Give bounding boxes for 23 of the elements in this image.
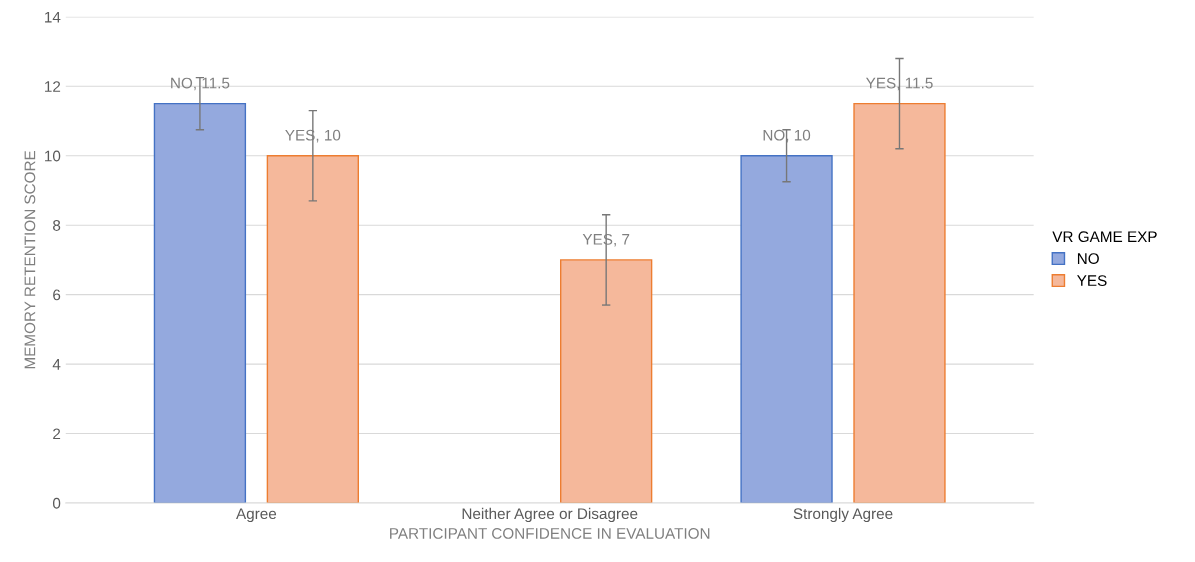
legend-label: YES	[1077, 275, 1107, 286]
y-axis-title: MEMORY RETENTION SCORE	[24, 150, 36, 369]
data-label: NO, 11.5	[171, 77, 230, 91]
bar	[740, 155, 833, 503]
y-tick-label: 10	[45, 150, 61, 162]
bar	[853, 102, 946, 503]
bar	[560, 259, 653, 503]
x-tick-label: Neither Agree or Disagree	[462, 507, 638, 523]
x-tick-label: Strongly Agree	[793, 507, 893, 523]
bar	[266, 155, 360, 503]
y-tick-label: 14	[45, 11, 61, 23]
y-tick-label: 6	[53, 289, 61, 301]
legend-title: VR GAME EXP	[1052, 231, 1157, 243]
x-tick-label: Agree	[236, 508, 277, 523]
x-axis-title: PARTICIPANT CONFIDENCE IN EVALUATION	[390, 528, 710, 539]
y-tick-label: 4	[52, 359, 61, 370]
data-label: YES, 11.5	[865, 77, 933, 91]
legend-label: NO	[1077, 253, 1099, 265]
y-tick-label: 12	[45, 81, 61, 92]
bar	[153, 102, 247, 503]
y-tick-label: 0	[52, 497, 61, 509]
y-tick-label: 2	[53, 428, 61, 440]
y-tick-label: 8	[53, 220, 61, 231]
